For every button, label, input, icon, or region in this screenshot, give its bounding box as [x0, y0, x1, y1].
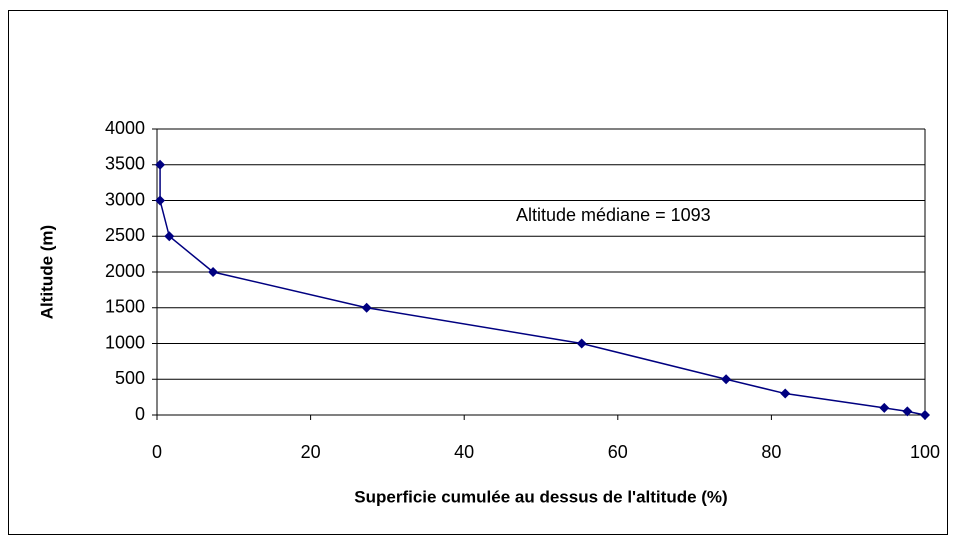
data-point: [155, 195, 166, 206]
x-tick-label: 100: [910, 442, 940, 462]
x-tick-label: 20: [301, 442, 321, 462]
data-point: [920, 410, 930, 420]
x-axis-title: Superficie cumulée au dessus de l'altitu…: [354, 487, 727, 506]
y-tick-label: 0: [135, 404, 145, 424]
y-tick-label: 3000: [105, 189, 145, 209]
chart-frame: [8, 10, 948, 535]
data-point: [164, 231, 175, 242]
y-tick-label: 1500: [105, 297, 145, 317]
y-tick-label: 500: [115, 368, 145, 388]
x-tick-label: 60: [608, 442, 628, 462]
data-point: [721, 374, 732, 385]
y-tick-label: 2000: [105, 261, 145, 281]
data-point: [208, 267, 219, 277]
data-point: [902, 406, 913, 417]
x-tick-label: 80: [761, 442, 781, 462]
data-point: [361, 302, 372, 313]
data-point: [879, 402, 890, 413]
y-axis-title: Altitude (m): [37, 225, 56, 319]
x-tick-label: 0: [152, 442, 162, 462]
annotation: Altitude médiane = 1093: [516, 205, 711, 225]
x-tick-label: 40: [454, 442, 474, 462]
data-point: [576, 338, 587, 349]
y-tick-label: 3500: [105, 154, 145, 174]
y-tick-label: 4000: [105, 118, 145, 138]
data-point: [155, 159, 166, 170]
y-tick-label: 2500: [105, 225, 145, 245]
data-point: [780, 388, 791, 399]
y-tick-label: 1000: [105, 332, 145, 352]
